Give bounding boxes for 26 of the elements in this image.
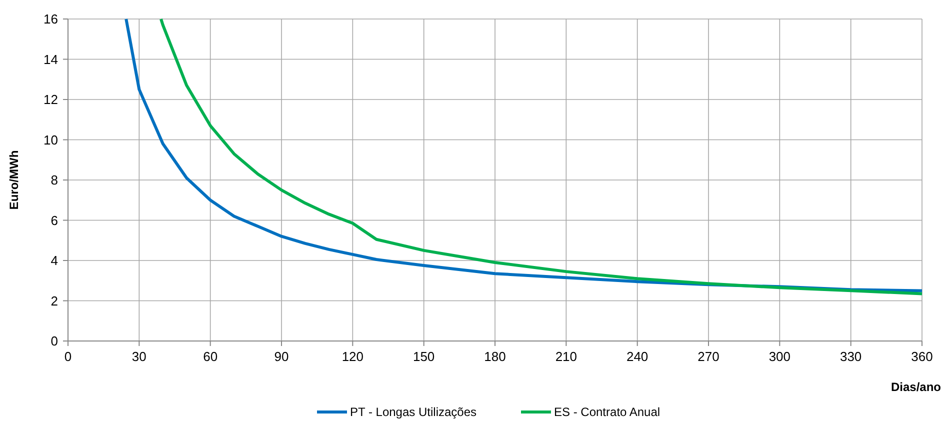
x-tick-label: 90 bbox=[274, 349, 289, 364]
y-tick-label: 6 bbox=[50, 212, 58, 228]
y-tick-label: 10 bbox=[44, 132, 58, 148]
y-axis-title: Euro/MWh bbox=[7, 150, 21, 210]
x-tick-label: 360 bbox=[911, 349, 933, 364]
y-tick-label: 14 bbox=[44, 52, 58, 67]
legend-label: PT - Longas Utilizações bbox=[350, 405, 477, 419]
x-tick-label: 330 bbox=[840, 349, 862, 364]
y-tick-label: 16 bbox=[44, 12, 58, 26]
x-tick-label: 240 bbox=[626, 349, 648, 364]
x-tick-label: 60 bbox=[203, 349, 218, 364]
x-tick-label: 120 bbox=[342, 349, 364, 364]
x-tick-label: 30 bbox=[132, 349, 146, 364]
x-tick-label: 210 bbox=[555, 349, 578, 364]
y-tick-label: 0 bbox=[50, 334, 58, 348]
y-tick-label: 2 bbox=[50, 293, 58, 308]
x-tick-label: 150 bbox=[412, 349, 435, 364]
y-tick-label: 8 bbox=[50, 172, 58, 188]
x-tick-label: 180 bbox=[484, 349, 506, 364]
x-axis-title: Dias/ano bbox=[890, 380, 941, 394]
legend-label: ES - Contrato Anual bbox=[554, 405, 660, 419]
x-tick-label: 300 bbox=[768, 349, 791, 364]
y-tick-label: 12 bbox=[44, 92, 58, 107]
x-tick-label: 270 bbox=[698, 349, 720, 364]
y-tick-label: 4 bbox=[50, 253, 58, 268]
x-tick-label: 0 bbox=[64, 349, 72, 364]
